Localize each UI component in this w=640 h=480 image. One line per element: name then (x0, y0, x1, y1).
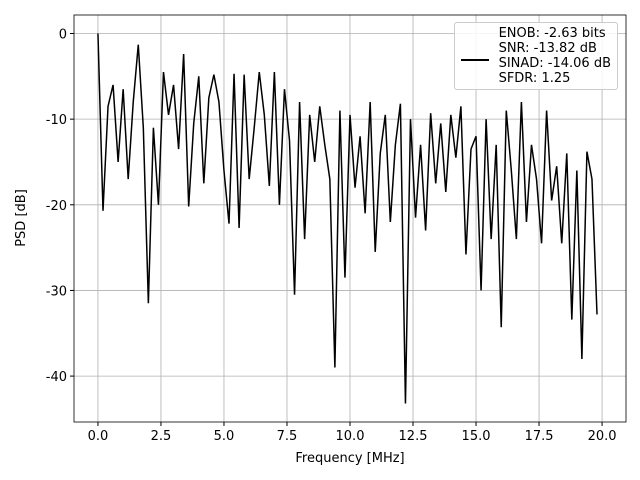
series-line (97, 33, 598, 404)
x-axis-label: Frequency [MHz] (295, 451, 404, 466)
plot-frame (73, 14, 627, 423)
y-tick-label: -20 (46, 199, 67, 214)
x-tick-label: 17.5 (525, 429, 554, 444)
y-tick-label: 0 (59, 28, 67, 43)
x-tick-label: 5.0 (214, 429, 235, 444)
legend: ENOB: -2.63 bits SNR: -13.82 dB SINAD: -… (453, 22, 618, 90)
x-tick-label: 12.5 (399, 429, 428, 444)
x-tick-label: 15.0 (462, 429, 491, 444)
y-tick-label: -40 (46, 370, 67, 385)
y-tick-label: -10 (46, 113, 67, 128)
x-tick-label: 2.5 (151, 429, 172, 444)
legend-swatch (460, 59, 489, 61)
x-tick-label: 0.0 (88, 429, 109, 444)
legend-label: ENOB: -2.63 bits SNR: -13.82 dB SINAD: -… (498, 26, 611, 86)
x-tick-label: 7.5 (277, 429, 298, 444)
x-tick-label: 10.0 (336, 429, 365, 444)
y-axis-label: PSD [dB] (14, 189, 29, 247)
x-tick-label: 20.0 (588, 429, 617, 444)
y-tick-label: -30 (46, 284, 67, 299)
